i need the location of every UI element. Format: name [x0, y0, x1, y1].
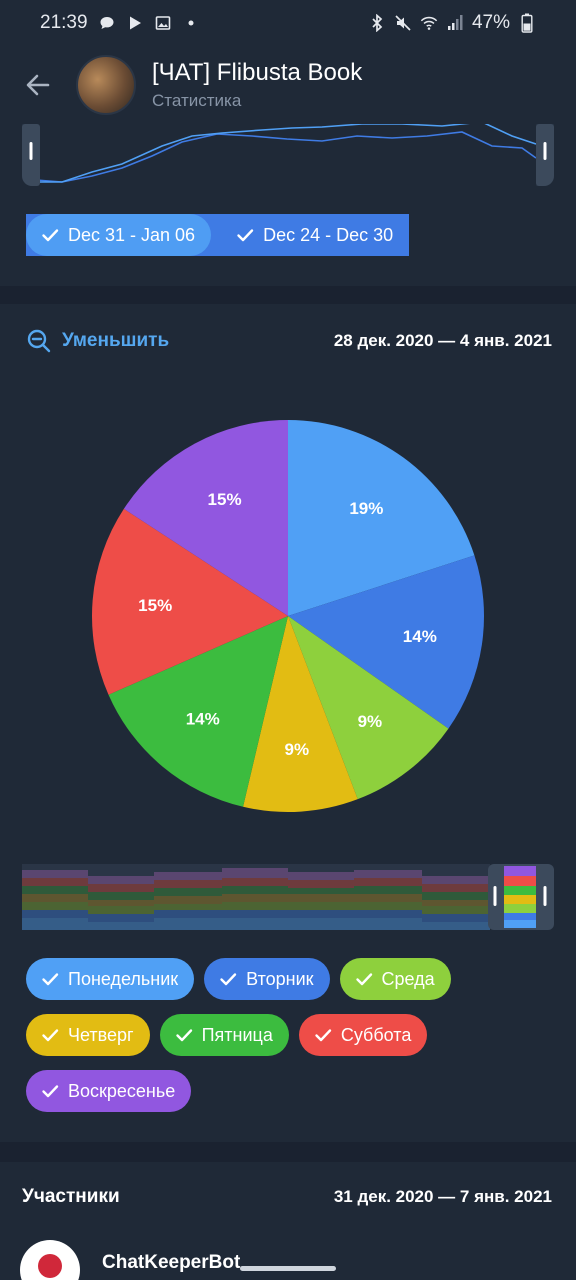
preview-selected-window[interactable]	[488, 864, 554, 930]
dot-icon	[182, 14, 200, 32]
member-name: ChatKeeperBot	[102, 1252, 241, 1273]
day-chip-label: Пятница	[201, 1024, 273, 1045]
zoom-out-button[interactable]: Уменьшить	[26, 328, 169, 354]
bluetooth-icon	[368, 14, 386, 32]
pie-slice-5[interactable]	[108, 616, 289, 807]
status-bar: 21:39 47%	[0, 0, 576, 46]
day-chip-row: Понедельник Вторник Среда Четверг Пятниц…	[26, 958, 566, 1112]
series-line-2	[36, 124, 537, 183]
pie-slice-label-1: 19%	[349, 499, 383, 518]
day-chip-wednesday[interactable]: Среда	[339, 958, 451, 1000]
pie-chart[interactable]: 19% 14% 9% 9% 14% 15% 15%	[90, 418, 486, 814]
chat-avatar[interactable]	[76, 55, 136, 115]
pie-slice-label-3: 9%	[358, 712, 383, 731]
image-icon	[154, 14, 172, 32]
preview-stack	[22, 864, 490, 930]
mute-icon	[394, 14, 412, 32]
week-chip-1[interactable]: Dec 31 - Jan 06	[26, 214, 212, 256]
zoom-out-label: Уменьшить	[62, 330, 170, 351]
day-chip-tuesday[interactable]: Вторник	[204, 958, 330, 1000]
pie-slice-7[interactable]	[123, 420, 288, 616]
week-chip-2[interactable]: Dec 24 - Dec 30	[221, 214, 409, 256]
check-icon	[42, 1085, 59, 1098]
day-chip-label: Суббота	[340, 1024, 412, 1045]
range-selector[interactable]	[22, 124, 554, 186]
day-chip-label: Среда	[381, 968, 435, 989]
pie-slice-1[interactable]	[288, 420, 475, 616]
day-chip-label: Воскресенье	[68, 1080, 176, 1101]
pie-slice-4[interactable]	[243, 616, 358, 812]
check-icon	[355, 973, 372, 986]
week-chip-label: Dec 31 - Jan 06	[68, 224, 196, 245]
member-avatar	[20, 1240, 80, 1280]
day-chip-thursday[interactable]: Четверг	[26, 1014, 150, 1056]
day-chip-monday[interactable]: Понедельник	[26, 958, 195, 1000]
check-icon	[42, 229, 59, 242]
zoom-out-icon	[27, 329, 51, 353]
chat-title: [ЧАТ] Flibusta Book	[152, 59, 363, 86]
check-icon	[220, 973, 237, 986]
series-line-1	[35, 131, 537, 183]
day-chip-label: Четверг	[68, 1024, 134, 1045]
weekday-chart-card: Уменьшить 28 дек. 2020 — 4 янв. 2021 19%…	[0, 304, 576, 1142]
message-icon	[98, 14, 116, 32]
status-time: 21:39	[40, 12, 88, 33]
pie-slice-6[interactable]	[92, 508, 288, 695]
chart-date-range: 28 дек. 2020 — 4 янв. 2021	[333, 331, 552, 350]
page-subtitle: Статистика	[152, 91, 242, 110]
pie-slice-label-7: 15%	[208, 490, 242, 509]
check-icon	[237, 229, 254, 242]
check-icon	[42, 1029, 59, 1042]
app-bar: [ЧАТ] Flibusta Book Статистика	[0, 46, 576, 124]
pie-range-preview[interactable]	[22, 864, 554, 930]
home-indicator[interactable]	[240, 1266, 336, 1271]
check-icon	[315, 1029, 332, 1042]
back-button[interactable]	[0, 46, 76, 124]
check-icon	[42, 973, 59, 986]
day-chip-saturday[interactable]: Суббота	[298, 1014, 428, 1056]
pie-slice-2[interactable]	[288, 555, 485, 729]
wifi-icon	[420, 14, 438, 32]
members-card: Участники 31 дек. 2020 — 7 янв. 2021 Cha…	[0, 1162, 576, 1280]
week-chip-label: Dec 24 - Dec 30	[263, 224, 394, 245]
pie-slice-label-5: 14%	[186, 709, 220, 728]
growth-chart-card: Dec 31 - Jan 06 Dec 24 - Dec 30	[0, 124, 576, 286]
members-date-range: 31 дек. 2020 — 7 янв. 2021	[333, 1187, 552, 1206]
arrow-left-icon	[26, 74, 50, 96]
pie-slice-3[interactable]	[288, 616, 449, 800]
day-chip-friday[interactable]: Пятница	[159, 1014, 289, 1056]
members-title: Участники	[22, 1186, 120, 1207]
day-chip-sunday[interactable]: Воскресенье	[26, 1070, 192, 1112]
member-row[interactable]: ChatKeeperBot	[20, 1240, 240, 1280]
signal-icon	[446, 14, 464, 32]
pie-slice-label-4: 9%	[285, 740, 310, 759]
battery-icon	[518, 13, 536, 33]
week-chip-row: Dec 31 - Jan 06 Dec 24 - Dec 30	[26, 214, 410, 256]
day-chip-label: Понедельник	[68, 968, 179, 989]
check-icon	[175, 1029, 192, 1042]
play-icon	[126, 14, 144, 32]
battery-percent: 47%	[471, 12, 510, 33]
pie-slice-label-2: 14%	[403, 627, 437, 646]
day-chip-label: Вторник	[246, 968, 314, 989]
pie-slice-label-6: 15%	[138, 596, 172, 615]
